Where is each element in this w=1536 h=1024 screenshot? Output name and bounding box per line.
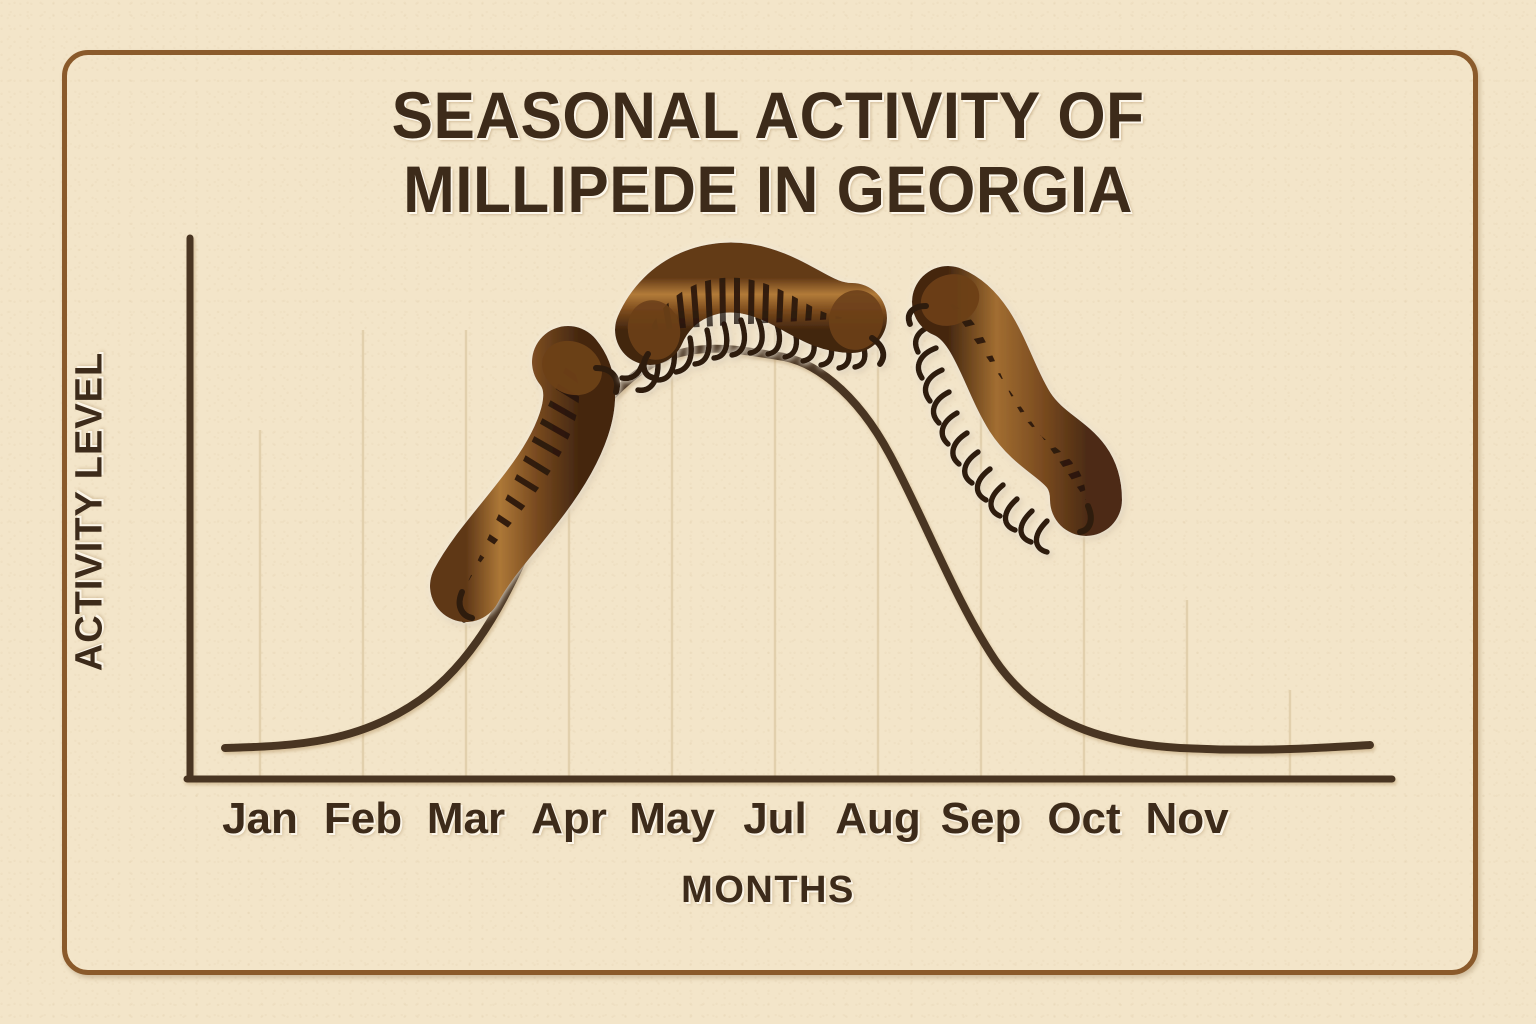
x-tick-label-nov: Nov: [1145, 794, 1229, 843]
millipede-illustration-right: [905, 266, 1122, 555]
x-tick-label-apr: Apr: [531, 794, 607, 843]
chart-title: SEASONAL ACTIVITY OF MILLIPEDE IN GEORGI…: [391, 78, 1145, 226]
x-tick-label-feb: Feb: [323, 794, 403, 843]
gridlines: [258, 330, 1292, 779]
x-tick-label-may: May: [629, 794, 715, 843]
x-tick-label-sep: Sep: [940, 794, 1022, 843]
y-axis-title: ACTIVITY LEVEL: [68, 351, 111, 672]
decorative-frame-border: [62, 50, 1478, 975]
axis-lines: [183, 234, 1396, 783]
x-tick-label-jul: Jul: [743, 794, 807, 843]
activity-curve: [221, 344, 1374, 754]
x-axis-tick-labels: Jan Feb Mar Apr May Jul Aug Sep Oct Nov: [0, 792, 1536, 852]
x-tick-label-aug: Aug: [835, 794, 921, 843]
millipede-illustration-left: [430, 326, 620, 623]
x-axis-title: MONTHS: [681, 869, 855, 911]
x-tick-label-jan: Jan: [222, 794, 298, 843]
x-tick-label-oct: Oct: [1047, 794, 1121, 843]
x-tick-label-mar: Mar: [426, 794, 506, 843]
millipede-illustration-center: [615, 242, 887, 393]
